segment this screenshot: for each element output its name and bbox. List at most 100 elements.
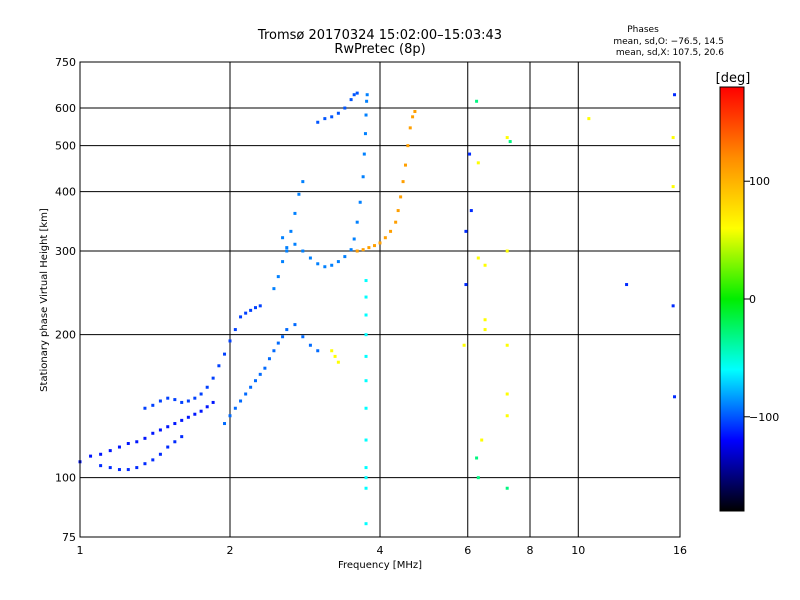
data-point bbox=[469, 209, 473, 213]
y-tick-label: 200 bbox=[55, 329, 76, 342]
data-point bbox=[108, 449, 112, 453]
data-point bbox=[158, 452, 162, 456]
data-point bbox=[396, 209, 400, 213]
data-point bbox=[186, 399, 190, 403]
data-point bbox=[193, 396, 197, 400]
data-point bbox=[673, 395, 677, 399]
data-point bbox=[373, 244, 377, 248]
data-point bbox=[505, 249, 509, 253]
plot-frame bbox=[79, 61, 681, 538]
y-tick-label: 75 bbox=[62, 531, 76, 544]
data-point bbox=[364, 522, 368, 526]
data-point bbox=[223, 422, 227, 426]
data-point bbox=[173, 398, 177, 402]
data-point bbox=[389, 229, 393, 233]
data-point bbox=[99, 464, 103, 468]
data-point bbox=[180, 435, 184, 439]
data-point bbox=[316, 120, 320, 124]
data-point bbox=[285, 249, 289, 253]
data-point bbox=[364, 354, 368, 358]
data-point bbox=[378, 241, 382, 245]
data-point bbox=[364, 279, 368, 283]
data-point bbox=[293, 211, 297, 215]
y-tick-label: 500 bbox=[55, 140, 76, 153]
chart-title: Tromsø 20170324 15:02:00–15:03:43 bbox=[257, 28, 502, 43]
data-point bbox=[143, 462, 147, 466]
data-point bbox=[316, 349, 320, 353]
colorbar-tick-label: 100 bbox=[749, 175, 770, 188]
data-point bbox=[505, 136, 509, 140]
data-point bbox=[364, 313, 368, 317]
data-point bbox=[239, 315, 243, 319]
y-tick-label: 750 bbox=[55, 56, 76, 69]
data-point bbox=[244, 392, 248, 396]
data-point bbox=[135, 466, 139, 470]
data-point bbox=[508, 140, 512, 144]
data-point bbox=[276, 275, 280, 279]
data-point bbox=[476, 256, 480, 260]
data-point bbox=[166, 425, 170, 429]
data-point bbox=[364, 406, 368, 410]
x-tick-label: 4 bbox=[377, 544, 384, 557]
data-point bbox=[468, 152, 472, 156]
data-point bbox=[316, 262, 320, 266]
data-point bbox=[671, 185, 675, 189]
data-points bbox=[78, 91, 677, 526]
y-tick-label: 400 bbox=[55, 186, 76, 199]
data-point bbox=[99, 452, 103, 456]
data-point bbox=[180, 400, 184, 404]
data-point bbox=[276, 341, 280, 345]
data-point bbox=[352, 93, 356, 97]
data-point bbox=[323, 117, 327, 121]
data-point bbox=[364, 295, 368, 299]
data-point bbox=[126, 442, 130, 446]
data-point bbox=[349, 248, 353, 252]
data-point bbox=[464, 229, 468, 233]
colorbar-tick-label: −100 bbox=[749, 411, 779, 424]
data-point bbox=[365, 93, 369, 97]
chart-subtitle: RwPretec (8p) bbox=[334, 42, 425, 57]
data-point bbox=[330, 115, 334, 119]
data-point bbox=[505, 392, 509, 396]
data-point bbox=[352, 237, 356, 241]
data-point bbox=[399, 195, 403, 199]
data-point bbox=[281, 260, 285, 264]
data-point bbox=[476, 476, 480, 480]
data-point bbox=[349, 98, 353, 102]
data-point bbox=[289, 229, 293, 233]
data-point bbox=[228, 339, 232, 343]
data-point bbox=[483, 318, 487, 322]
data-point bbox=[249, 385, 253, 389]
data-point bbox=[89, 454, 93, 458]
data-point bbox=[355, 249, 359, 253]
data-point bbox=[166, 396, 170, 400]
data-point bbox=[151, 431, 155, 435]
data-point bbox=[476, 161, 480, 165]
data-point bbox=[258, 372, 262, 376]
data-point bbox=[151, 403, 155, 407]
data-point bbox=[505, 343, 509, 347]
data-point bbox=[285, 328, 289, 332]
data-point bbox=[358, 200, 362, 204]
data-point bbox=[336, 260, 340, 264]
data-point bbox=[173, 440, 177, 444]
data-point bbox=[336, 111, 340, 115]
data-point bbox=[308, 256, 312, 260]
data-point bbox=[301, 335, 305, 339]
data-point bbox=[117, 468, 121, 472]
x-tick-label: 2 bbox=[227, 544, 234, 557]
data-point bbox=[166, 445, 170, 449]
data-point bbox=[217, 364, 221, 368]
phases-o-stats: mean, sd,O: −76.5, 14.5 bbox=[613, 37, 724, 47]
data-point bbox=[361, 248, 365, 252]
data-point bbox=[323, 265, 327, 269]
data-point bbox=[281, 236, 285, 240]
data-point bbox=[272, 349, 276, 353]
data-point bbox=[239, 399, 243, 403]
data-point bbox=[364, 333, 368, 337]
data-point bbox=[253, 306, 257, 310]
data-point bbox=[411, 115, 415, 119]
data-point bbox=[671, 304, 675, 308]
data-point bbox=[462, 343, 466, 347]
